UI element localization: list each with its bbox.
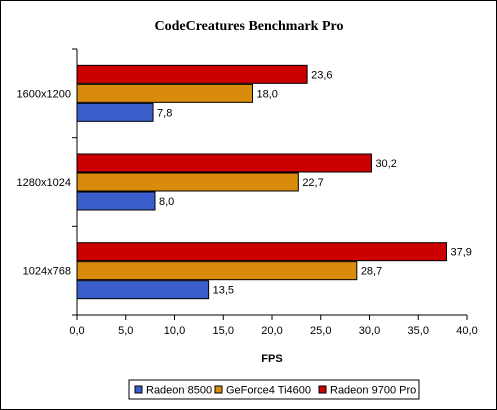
bar: [76, 64, 308, 84]
category-label: 1280x1024: [17, 177, 71, 189]
bar: [76, 261, 358, 281]
legend: Radeon 8500 GeForce4 Ti4600 Radeon 9700 Pr…: [128, 379, 420, 400]
x-tick-label: 40,0: [456, 325, 477, 337]
data-label: 28,7: [361, 266, 382, 278]
category-label: 1600x1200: [17, 88, 71, 100]
bar: [76, 280, 210, 300]
bar: [76, 83, 253, 103]
bar: [76, 153, 372, 173]
x-axis-label: FPS: [261, 353, 282, 365]
chart-title: CodeCreatures Benchmark Pro: [155, 19, 344, 34]
bar: [76, 191, 156, 211]
x-tick-label: 15,0: [213, 325, 234, 337]
legend-box: [128, 379, 420, 400]
data-label: 37,9: [451, 247, 472, 259]
x-tick-label: 25,0: [310, 325, 331, 337]
data-label: 22,7: [302, 177, 323, 189]
category-label: 1024x768: [23, 266, 71, 278]
bar: [76, 102, 154, 122]
data-label: 7,8: [157, 107, 172, 119]
legend-swatch: [214, 385, 223, 394]
legend-swatch: [318, 385, 327, 394]
data-label: 18,0: [257, 88, 278, 100]
legend-item-label: Radeon 8500: [146, 385, 212, 397]
bar: [76, 242, 448, 262]
legend-item-label: GeForce4 Ti4600: [226, 385, 311, 397]
data-label: 8,0: [159, 196, 174, 208]
x-tick-label: 35,0: [408, 325, 429, 337]
x-tick-label: 20,0: [261, 325, 282, 337]
x-tick-label: 0,0: [69, 325, 84, 337]
x-tick-label: 10,0: [164, 325, 185, 337]
legend-swatch: [134, 385, 143, 394]
data-label: 30,2: [375, 158, 396, 170]
x-tick-label: 30,0: [359, 325, 380, 337]
legend-item-label: Radeon 9700 Pro: [330, 385, 416, 397]
x-tick-label: 5,0: [118, 325, 133, 337]
bar: [76, 172, 299, 192]
data-label: 23,6: [311, 69, 332, 81]
plot-area: 1600x1200 1280x1024 1024x768 0,0 5,0 10,0 15,0…: [17, 48, 478, 337]
data-label: 13,5: [213, 285, 234, 297]
